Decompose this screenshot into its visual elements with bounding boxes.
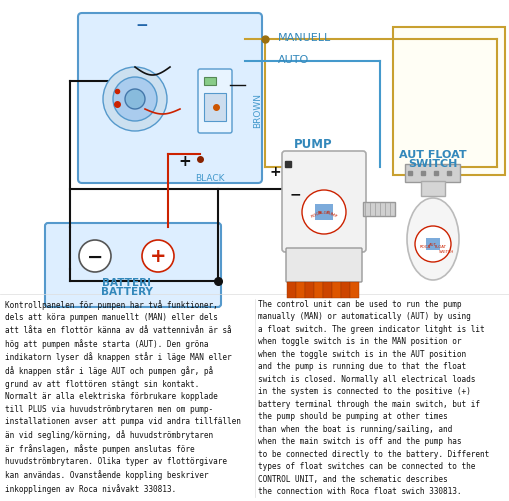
Circle shape xyxy=(103,68,166,132)
Bar xyxy=(425,238,439,250)
Text: Kontrollpanelen för pumpen har två funktioner,
dels att köra pumpen manuellt (MA: Kontrollpanelen för pumpen har två funkt… xyxy=(5,300,240,493)
Text: BLACK: BLACK xyxy=(195,174,224,183)
Circle shape xyxy=(79,240,111,273)
FancyBboxPatch shape xyxy=(392,28,504,176)
Ellipse shape xyxy=(406,198,458,281)
Bar xyxy=(287,283,295,299)
Bar xyxy=(362,202,394,216)
Text: ROCA: ROCA xyxy=(419,244,430,248)
Text: −: − xyxy=(135,18,148,33)
Bar xyxy=(295,283,304,299)
Text: BATTERY: BATTERY xyxy=(101,287,153,297)
Text: ROCA: ROCA xyxy=(309,210,322,218)
Text: AUT.: AUT. xyxy=(428,242,436,246)
Text: AUTO: AUTO xyxy=(277,55,308,65)
Text: SWITCH: SWITCH xyxy=(408,159,457,169)
FancyBboxPatch shape xyxy=(45,223,220,308)
Text: BILGE: BILGE xyxy=(317,210,330,214)
Circle shape xyxy=(113,78,157,122)
Text: BROWN: BROWN xyxy=(253,92,262,127)
Circle shape xyxy=(414,226,450,263)
Text: +: + xyxy=(178,154,191,169)
Circle shape xyxy=(125,90,145,110)
Bar xyxy=(314,283,322,299)
Text: +: + xyxy=(269,165,280,179)
Text: The control unit can be used to run the pump
manually (MAN) or automatically (AU: The control unit can be used to run the … xyxy=(258,300,488,495)
Text: SWITCH: SWITCH xyxy=(438,250,453,254)
FancyBboxPatch shape xyxy=(197,70,232,134)
Bar xyxy=(204,94,225,122)
Bar xyxy=(341,283,349,299)
Text: PUMP: PUMP xyxy=(325,210,337,218)
Bar xyxy=(404,165,459,183)
FancyBboxPatch shape xyxy=(286,248,361,283)
Circle shape xyxy=(142,240,174,273)
Bar xyxy=(331,283,341,299)
Bar xyxy=(304,283,314,299)
Bar xyxy=(349,283,358,299)
Text: PUMP: PUMP xyxy=(293,138,332,151)
Text: +: + xyxy=(150,247,166,266)
FancyBboxPatch shape xyxy=(281,152,365,253)
Text: FLOAT: FLOAT xyxy=(434,244,445,248)
Bar xyxy=(420,182,444,196)
Bar xyxy=(322,283,331,299)
Text: −: − xyxy=(289,187,300,200)
Circle shape xyxy=(301,190,345,234)
Text: −: − xyxy=(87,247,103,266)
Text: AUT FLOAT: AUT FLOAT xyxy=(399,150,466,160)
Bar xyxy=(204,78,216,86)
FancyBboxPatch shape xyxy=(78,14,262,184)
Bar xyxy=(315,204,332,220)
Text: BATTERI: BATTERI xyxy=(102,278,151,288)
Text: MANUELL: MANUELL xyxy=(277,33,331,43)
